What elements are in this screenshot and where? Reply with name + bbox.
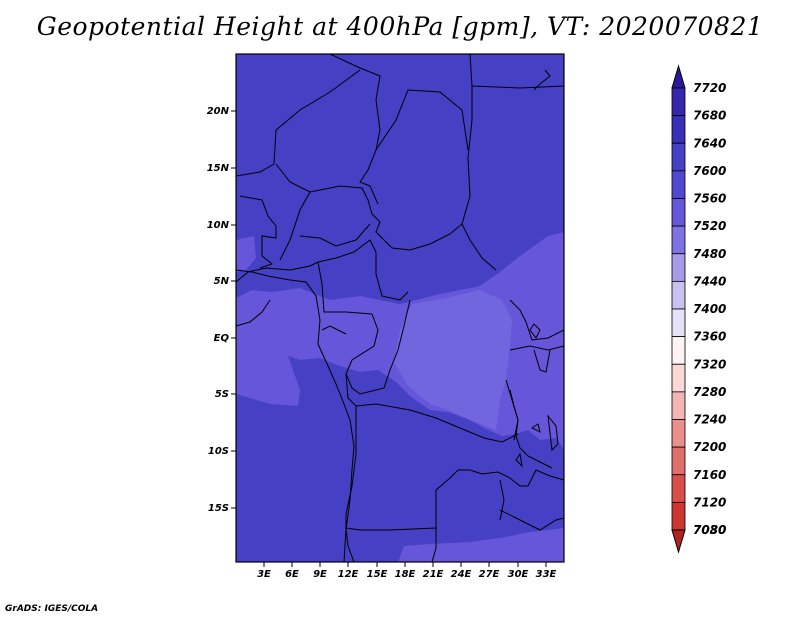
colorbar-bottom-arrow [671,529,686,554]
colorbar-label: 7030 [693,523,726,537]
colorbar-segment [671,280,686,310]
grads-credit: GrADS: IGES/COLA [5,604,99,614]
colorbar-segment [671,198,686,227]
colorbar-label: 7320 [693,357,726,371]
lat-axis: 20N 15N 10N 5N EQ 5S 10S 15S [207,106,236,514]
lon-label: 33E [536,569,557,580]
lat-label: 15S [208,503,229,514]
colorbar-label: 7360 [693,330,726,344]
colorbar-segment [671,501,686,531]
lon-label: 9E [313,569,327,580]
height-field-7560-east [394,290,512,430]
lon-label: 30E [508,569,529,580]
map-frame [235,53,565,563]
colorbar-label: 7640 [693,136,726,150]
colorbar: 7720 7680 7640 7600 7560 7520 7480 7440 7400 7360… [671,64,726,554]
colorbar-segment [671,87,686,117]
colorbar-label: 7440 [693,274,726,288]
lon-label: 21E [423,569,444,580]
colorbar-segment [671,308,686,338]
lat-label: 10N [207,220,230,231]
colorbar-segment [671,170,686,199]
lon-label: 18E [395,569,416,580]
lat-label: 15N [207,163,230,174]
colorbar-label: 7200 [693,440,726,454]
colorbar-label: 7600 [693,164,726,178]
colorbar-segment [671,142,686,172]
lon-label: 15E [367,569,388,580]
colorbar-label: 7080 [693,523,726,537]
lat-label: EQ [214,333,230,344]
colorbar-segment [671,253,686,282]
colorbar-segment [671,474,686,503]
lon-label: 6E [285,569,299,580]
colorbar-segment [671,363,686,393]
colorbar-segment [671,391,686,420]
colorbar-label: 7240 [693,413,726,427]
colorbar-label: 7720 [693,81,726,95]
colorbar-segment [671,419,686,448]
height-field-7560-west [236,236,256,272]
chart-title: Geopotential Height at 400hPa [gpm], VT:… [36,12,764,41]
colorbar-label: 7400 [693,302,726,316]
colorbar-label: 7680 [693,109,726,123]
colorbar-label: 7120 [693,495,726,509]
colorbar-label: 7280 [693,385,726,399]
lon-label: 27E [479,569,500,580]
colorbar-label: 7480 [693,247,726,261]
colorbar-segment [671,446,686,476]
lon-axis: 3E 6E 9E 12E 15E 18E 21E 24E 27E 30E 33E [257,562,557,580]
map-area [236,54,564,562]
country-borders [236,54,564,562]
colorbar-segment [671,225,686,255]
colorbar-top-arrow [671,64,686,89]
lon-label: 12E [338,569,359,580]
colorbar-segment [671,115,686,144]
lat-label: 5N [214,276,230,287]
coastline [236,69,559,562]
lat-label: 20N [207,106,230,117]
height-field-7560-south [398,528,564,562]
colorbar-label: 7160 [693,468,726,482]
lat-label: 10S [208,446,229,457]
lon-label: 24E [451,569,472,580]
lat-label: 5S [215,389,229,400]
lon-label: 3E [257,569,271,580]
colorbar-segment [671,336,686,365]
colorbar-label: 7560 [693,192,726,206]
colorbar-label: 7520 [693,219,726,233]
